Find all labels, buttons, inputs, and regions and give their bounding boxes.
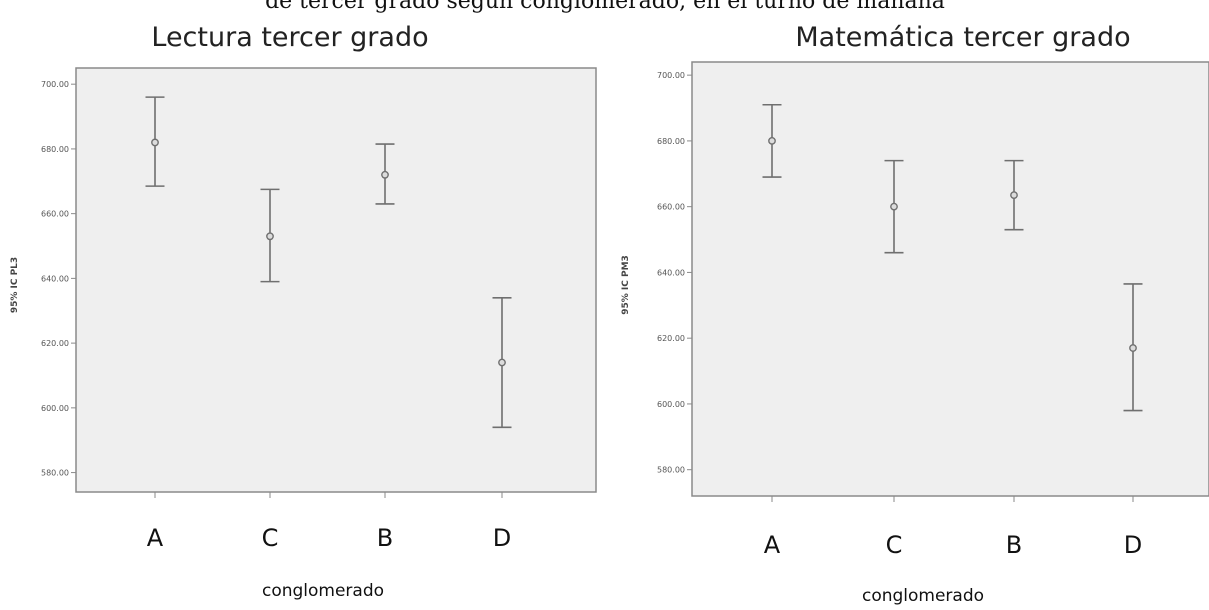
y-tick-label: 680.00 <box>41 145 69 154</box>
plot-area <box>691 61 1209 497</box>
x-tick-label: D <box>493 524 511 552</box>
header-text: de tercer grado según conglomerado, en e… <box>265 0 945 14</box>
y-tick-label: 600.00 <box>657 400 685 409</box>
y-axis: 580.00 600.00 620.00 640.00 660.00 680.00 700.… <box>41 80 76 478</box>
x-tick-label: C <box>262 524 279 552</box>
mean-point-B <box>1010 191 1018 200</box>
y-tick-label: 620.00 <box>41 339 69 348</box>
mean-point-D <box>1129 344 1137 352</box>
x-tick-label: A <box>147 524 164 552</box>
y-axis: 580.00 600.00 620.00 640.00 660.00 680.00 700.… <box>657 71 692 475</box>
y-tick-label: 660.00 <box>657 203 685 212</box>
x-tick-label: A <box>764 531 781 559</box>
y-tick-label: 660.00 <box>41 210 69 219</box>
mean-point-B <box>381 170 389 179</box>
mean-point-C <box>890 202 898 211</box>
mean-point-D <box>498 358 506 367</box>
x-axis-label: conglomerado <box>262 581 384 601</box>
y-tick-label: 680.00 <box>657 137 685 146</box>
x-axis-label: conglomerado <box>862 586 984 606</box>
mean-point-A <box>768 137 776 145</box>
x-tick-label: B <box>377 524 393 552</box>
y-axis-label: 95% IC PM3 <box>621 255 631 315</box>
y-tick-label: 620.00 <box>657 334 685 343</box>
chart-lectura: Lectura tercer grado 580.00 600.00 620.00 6… <box>10 22 597 601</box>
chart-title: Lectura tercer grado <box>151 22 428 53</box>
mean-point-C <box>266 232 274 241</box>
chart-matematica: Matemática tercer grado 580.00 600.00 620.… <box>621 22 1209 606</box>
plot-area <box>75 67 597 493</box>
y-tick-label: 700.00 <box>41 80 69 89</box>
x-tick-label: B <box>1006 531 1022 559</box>
mean-point-A <box>151 138 159 147</box>
chart-title: Matemática tercer grado <box>795 22 1130 53</box>
y-tick-label: 600.00 <box>41 404 69 413</box>
y-axis-label: 95% IC PL3 <box>10 257 20 313</box>
x-tick-label: C <box>886 531 903 559</box>
error-bars <box>762 103 1143 412</box>
x-tick-label: D <box>1124 531 1142 559</box>
error-bars <box>145 96 512 429</box>
y-tick-label: 700.00 <box>657 71 685 80</box>
y-tick-label: 580.00 <box>41 469 69 478</box>
y-tick-label: 640.00 <box>41 274 69 283</box>
y-tick-label: 580.00 <box>657 466 685 475</box>
y-tick-label: 640.00 <box>657 268 685 277</box>
